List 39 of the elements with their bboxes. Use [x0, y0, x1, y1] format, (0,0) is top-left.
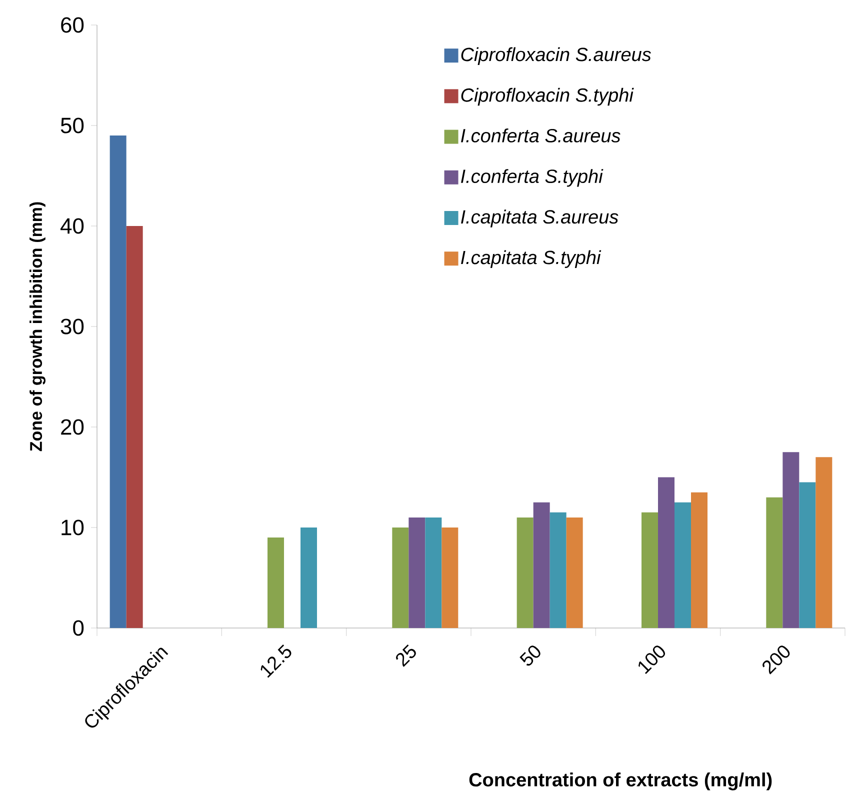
legend-label: I.conferta S.typhi: [461, 169, 604, 187]
bar: [516, 517, 534, 628]
bar: [300, 528, 317, 628]
bar: [425, 517, 442, 628]
bar: [533, 502, 550, 628]
legend-label: Ciprofloxacin S.typhi: [461, 88, 634, 106]
y-axis-title: Zone of growth inhibition (mm): [30, 202, 46, 452]
y-tick-label: 60: [61, 17, 84, 33]
y-tick-label: 20: [61, 419, 84, 435]
y-tick-label: 10: [62, 520, 84, 536]
x-tick-label: 25: [396, 644, 416, 667]
bar: [566, 517, 583, 628]
bar: [691, 492, 708, 628]
y-tick-label: 40: [60, 218, 84, 234]
bar: [268, 538, 284, 628]
legend-label: I.conferta S.aureus: [461, 128, 620, 142]
x-axis-title: Concentration of extracts (mg/ml): [469, 772, 772, 790]
bar: [766, 497, 783, 628]
legend-label: I.capitata S.aureus: [461, 210, 618, 228]
x-tick-label: 200: [762, 646, 790, 674]
bar: [442, 528, 458, 628]
x-tick-label: 100: [638, 646, 666, 674]
bar: [674, 502, 691, 628]
x-tick-label: 50: [520, 646, 540, 666]
y-tick-label: 0: [73, 620, 84, 636]
legend-label: Ciprofloxacin S.aureus: [461, 47, 651, 65]
bar: [799, 482, 816, 628]
bar: [110, 136, 126, 628]
bar: [392, 528, 409, 628]
legend-label: I.capitata S.typhi: [461, 250, 602, 268]
bar: [550, 512, 566, 628]
bar: [126, 226, 143, 628]
y-tick-label: 30: [60, 318, 84, 334]
bar: [658, 477, 674, 628]
y-tick-label: 50: [60, 118, 84, 134]
bar: [408, 517, 426, 628]
bar: [816, 457, 832, 628]
bar: [642, 512, 658, 628]
bar: [782, 452, 800, 628]
